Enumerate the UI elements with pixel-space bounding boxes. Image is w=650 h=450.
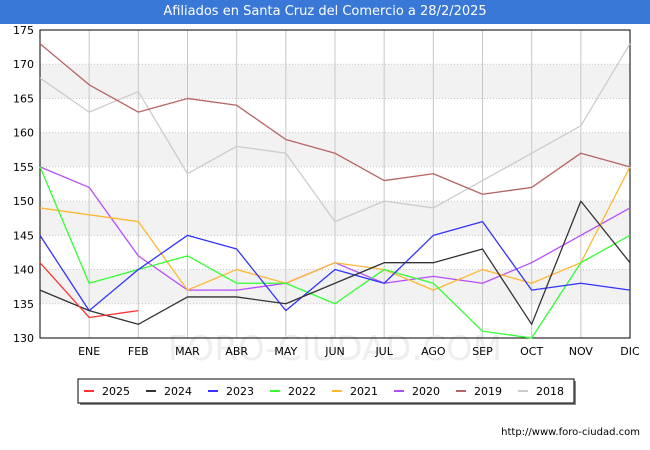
x-tick-label: OCT [520, 345, 543, 358]
y-tick-label: 155 [13, 161, 34, 174]
legend-label: 2023 [226, 385, 254, 398]
y-tick-label: 150 [13, 195, 34, 208]
y-tick-label: 130 [13, 332, 34, 345]
legend-label: 2025 [102, 385, 130, 398]
legend-label: 2022 [288, 385, 316, 398]
legend-label: 2021 [350, 385, 378, 398]
x-tick-label: MAY [274, 345, 297, 358]
x-tick-label: MAR [175, 345, 200, 358]
legend-label: 2019 [474, 385, 502, 398]
legend-label: 2018 [536, 385, 564, 398]
legend-box [77, 378, 575, 404]
x-tick-label: ABR [225, 345, 248, 358]
y-tick-label: 175 [13, 24, 34, 37]
y-tick-label: 145 [13, 229, 34, 242]
axes [39, 29, 631, 339]
series-line-2021 [39, 166, 631, 291]
title-bar: Afiliados en Santa Cruz del Comercio a 2… [0, 0, 650, 24]
y-tick-label: 135 [13, 298, 34, 311]
x-tick-label: JUN [324, 345, 345, 358]
legend-label: 2020 [412, 385, 440, 398]
legend-label: 2024 [164, 385, 192, 398]
x-tick-label: SEP [472, 345, 493, 358]
x-tick-label: DIC [620, 345, 640, 358]
plot-border [39, 29, 631, 339]
chart-title: Afiliados en Santa Cruz del Comercio a 2… [163, 4, 487, 19]
series-line-2023 [39, 220, 631, 312]
tick-labels: 130 135 140 145 150 155 160 165 170 175 ENE FEB MAR A… [13, 24, 640, 358]
series-line-2019 [39, 43, 631, 195]
legend: 2025 2024 2023 2022 2021 2020 2019 2018 [77, 378, 576, 405]
series-line-2025 [39, 262, 139, 319]
y-tick-label: 140 [13, 264, 34, 277]
y-tick-label: 170 [13, 58, 34, 71]
x-tick-label: JUL [374, 345, 393, 358]
y-tick-label: 160 [13, 127, 34, 140]
x-tick-label: ENE [78, 345, 100, 358]
y-tick-label: 165 [13, 92, 34, 105]
x-tick-label: NOV [569, 345, 594, 358]
watermark: FORO-CIUDAD.COM [168, 329, 502, 369]
series-line-2018 [39, 43, 631, 223]
series-line-2024 [39, 200, 631, 325]
x-tick-label: FEB [128, 345, 149, 358]
series-lines [39, 43, 631, 339]
footer-url: http://www.foro-ciudad.com [501, 427, 640, 438]
x-tick-label: AGO [421, 345, 446, 358]
